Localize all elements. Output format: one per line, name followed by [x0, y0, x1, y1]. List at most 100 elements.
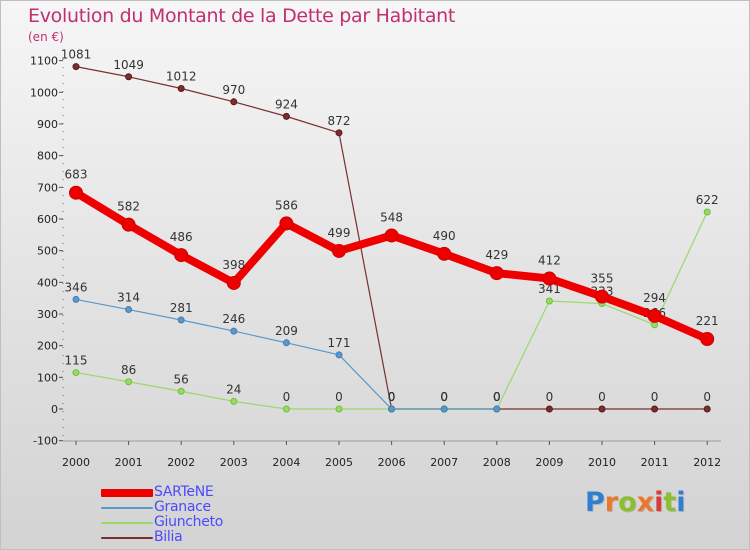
x-tick-label: 2011: [641, 456, 669, 469]
data-point: [72, 295, 80, 303]
data-point: [489, 266, 504, 281]
data-label: 0: [335, 390, 343, 404]
data-label: 0: [440, 390, 448, 404]
data-label: 0: [598, 390, 606, 404]
data-point: [545, 405, 553, 413]
data-label: 486: [170, 230, 193, 244]
logo-letter: t: [663, 487, 677, 518]
data-point: [493, 405, 501, 413]
chart-unit: (en €): [28, 30, 64, 44]
data-point: [72, 369, 80, 377]
data-point: [125, 306, 133, 314]
data-point: [177, 387, 185, 395]
legend-label: SARTeNE: [154, 484, 214, 500]
data-point: [647, 308, 662, 323]
series-sartene-group: 683 582 486 398 586 499 548 490 429 412 355 294 221: [65, 168, 719, 347]
chart-title: Evolution du Montant de la Dette par Hab…: [28, 5, 456, 27]
data-point: [177, 316, 185, 324]
legend-label: Granace: [154, 499, 211, 515]
data-label: 171: [328, 336, 351, 350]
data-label: 499: [328, 226, 351, 240]
x-tick-label: 2000: [62, 456, 90, 469]
data-label: 0: [388, 390, 396, 404]
data-label: 0: [283, 390, 291, 404]
data-label: 221: [696, 314, 719, 328]
data-label: 398: [222, 258, 245, 272]
data-label: 246: [222, 312, 245, 326]
x-tick-label: 2001: [115, 456, 143, 469]
data-label: 0: [440, 390, 448, 404]
data-label: 355: [591, 272, 614, 286]
data-point: [230, 327, 238, 335]
data-label: 622: [696, 193, 719, 207]
y-tick-label: 400: [37, 276, 58, 289]
data-label: 314: [117, 291, 140, 305]
series-bilia-group: 1081 1049 1012 970 924 872 0 0 0 0 0 0 0: [61, 48, 711, 413]
y-tick-label: 1000: [30, 86, 58, 99]
data-label: 0: [651, 390, 659, 404]
data-point: [700, 332, 715, 347]
data-point: [595, 289, 609, 304]
data-point: [69, 185, 83, 200]
legend-swatch: [101, 522, 153, 524]
data-point: [279, 216, 294, 231]
y-tick-label: 1100: [30, 55, 58, 68]
legend-item: Granace: [101, 499, 401, 515]
data-point: [282, 405, 290, 413]
legend-item: SARTeNE: [101, 484, 401, 500]
data-point: [388, 405, 396, 413]
data-point: [125, 73, 133, 81]
data-label: 0: [493, 390, 501, 404]
logo-letter: i: [676, 487, 686, 518]
data-point: [384, 228, 399, 243]
y-tick-label: 300: [37, 308, 58, 321]
legend-label: Giuncheto: [154, 514, 224, 530]
data-point: [282, 339, 290, 347]
data-point: [125, 378, 133, 386]
data-label: 1081: [61, 48, 92, 62]
data-label: 0: [703, 390, 711, 404]
data-label: 56: [174, 372, 189, 386]
data-label: 294: [643, 291, 666, 305]
logo-letter: o: [618, 487, 637, 518]
x-tick-label: 2008: [483, 456, 511, 469]
data-point: [437, 246, 452, 261]
y-tick-label: 100: [37, 371, 58, 384]
x-tick-label: 2012: [693, 456, 721, 469]
data-point: [230, 98, 238, 106]
data-label: 281: [170, 301, 193, 315]
legend-item: Giuncheto: [101, 514, 401, 530]
logo-letter: r: [604, 487, 619, 518]
data-point: [121, 217, 136, 232]
data-label: 490: [433, 229, 456, 243]
data-point: [72, 63, 80, 71]
data-point: [335, 129, 343, 137]
y-tick-label: 500: [37, 245, 58, 258]
data-point: [335, 351, 343, 359]
legend-swatch: [101, 507, 153, 509]
y-tick-label: 900: [37, 118, 58, 131]
data-point: [651, 405, 659, 413]
y-tick-label: -100: [33, 435, 58, 448]
logo-letter: i: [654, 487, 664, 518]
y-tick-label: 0: [51, 403, 58, 416]
data-label: 0: [388, 390, 396, 404]
data-label: 0: [493, 390, 501, 404]
x-tick-label: 2005: [325, 456, 353, 469]
data-point: [335, 405, 343, 413]
x-tick-label: 2003: [220, 456, 248, 469]
x-tick-label: 2010: [588, 456, 616, 469]
data-point: [332, 243, 346, 258]
data-label: 346: [65, 280, 88, 294]
data-label: 1049: [113, 58, 144, 72]
data-label: 0: [493, 390, 501, 404]
data-label: 924: [275, 97, 298, 111]
x-tick-label: 2002: [167, 456, 195, 469]
data-label: 872: [328, 114, 351, 128]
legend-label: Bilia: [154, 529, 183, 545]
data-point: [542, 271, 557, 286]
data-point: [174, 248, 189, 263]
data-label: 582: [117, 200, 140, 214]
